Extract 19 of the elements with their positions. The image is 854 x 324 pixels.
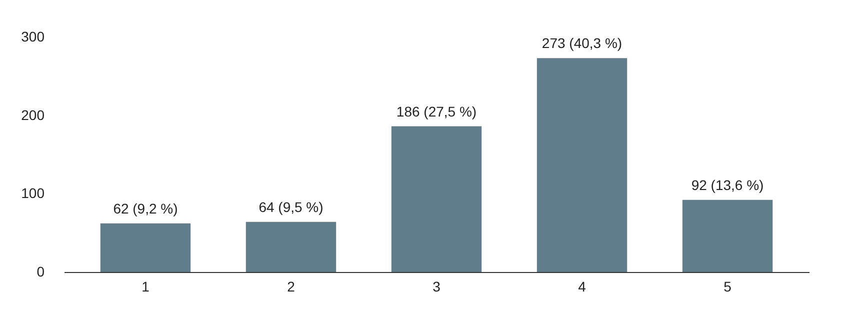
data-label: 92 (13,6 %)	[691, 176, 764, 193]
bar	[391, 126, 482, 272]
x-tick-label: 5	[724, 278, 732, 294]
data-label: 186 (27,5 %)	[396, 103, 477, 120]
x-tick-label: 2	[287, 278, 296, 294]
data-label: 273 (40,3 %)	[542, 35, 622, 52]
x-tick-label: 1	[142, 278, 150, 294]
x-tick-label: 4	[578, 278, 586, 294]
y-tick-label: 100	[21, 185, 45, 202]
data-label: 62 (9,2 %)	[113, 200, 178, 216]
bar	[536, 58, 628, 272]
y-tick-label: 200	[21, 106, 45, 123]
bar	[246, 222, 336, 272]
data-label: 64 (9,5 %)	[258, 198, 324, 215]
y-tick-label: 0	[36, 264, 45, 280]
bar	[100, 223, 191, 272]
y-tick-label: 300	[21, 28, 45, 44]
bar	[682, 200, 773, 272]
x-tick-label: 3	[432, 278, 441, 294]
